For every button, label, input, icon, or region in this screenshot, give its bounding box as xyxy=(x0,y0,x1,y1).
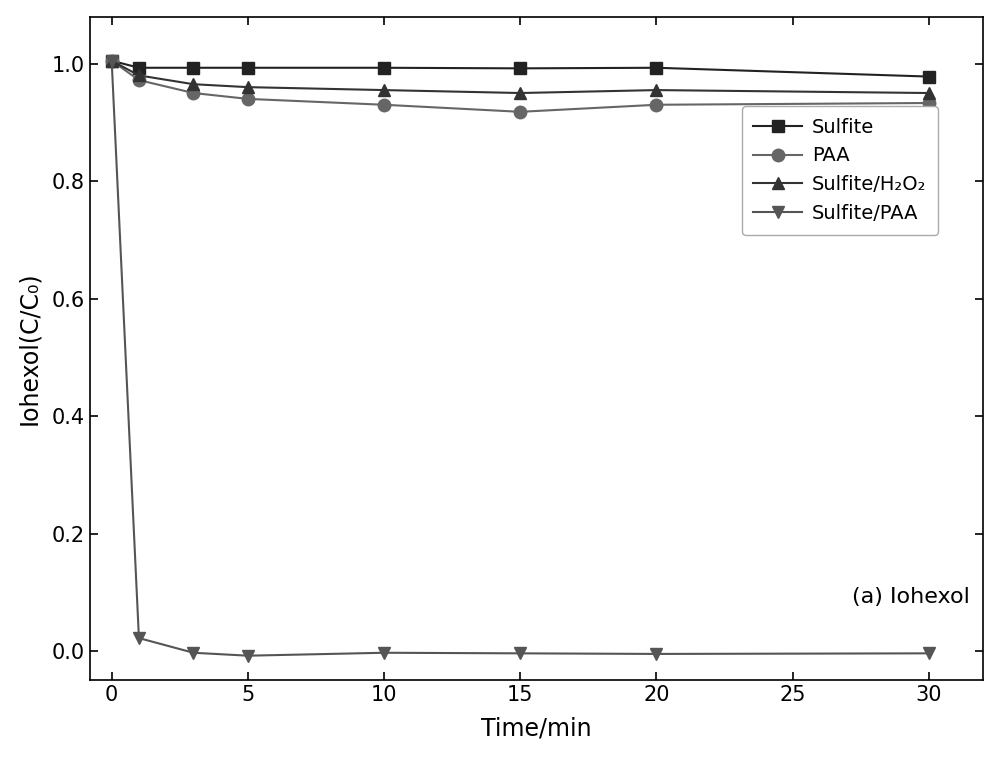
Sulfite/PAA xyxy=(133,634,145,643)
Sulfite xyxy=(923,72,935,81)
Sulfite/H₂O₂ xyxy=(923,89,935,98)
Sulfite/H₂O₂ xyxy=(106,56,118,65)
PAA xyxy=(187,89,199,98)
Sulfite/PAA xyxy=(514,649,526,658)
Sulfite xyxy=(133,64,145,73)
Sulfite/H₂O₂ xyxy=(650,86,662,95)
Sulfite xyxy=(650,64,662,73)
Legend: Sulfite, PAA, Sulfite/H₂O₂, Sulfite/PAA: Sulfite, PAA, Sulfite/H₂O₂, Sulfite/PAA xyxy=(742,106,938,235)
Sulfite xyxy=(242,64,254,73)
PAA xyxy=(133,76,145,85)
Line: PAA: PAA xyxy=(105,55,935,118)
PAA xyxy=(514,107,526,117)
Text: (a) Iohexol: (a) Iohexol xyxy=(852,587,970,607)
Sulfite/H₂O₂ xyxy=(242,83,254,92)
Line: Sulfite/PAA: Sulfite/PAA xyxy=(105,55,935,662)
Sulfite xyxy=(106,56,118,65)
PAA xyxy=(106,56,118,65)
Sulfite/PAA xyxy=(923,649,935,658)
Y-axis label: Iohexol(C/C₀): Iohexol(C/C₀) xyxy=(17,272,41,425)
Sulfite/PAA xyxy=(187,648,199,657)
Line: Sulfite: Sulfite xyxy=(105,55,935,83)
Sulfite/PAA xyxy=(650,650,662,659)
PAA xyxy=(242,95,254,104)
Sulfite xyxy=(514,64,526,73)
Sulfite xyxy=(187,64,199,73)
PAA xyxy=(650,100,662,109)
X-axis label: Time/min: Time/min xyxy=(481,716,592,740)
Sulfite/H₂O₂ xyxy=(187,79,199,89)
Sulfite/H₂O₂ xyxy=(514,89,526,98)
Sulfite/H₂O₂ xyxy=(133,71,145,80)
PAA xyxy=(923,98,935,107)
Sulfite/PAA xyxy=(242,651,254,660)
Sulfite xyxy=(378,64,390,73)
PAA xyxy=(378,100,390,109)
Sulfite/H₂O₂ xyxy=(378,86,390,95)
Line: Sulfite/H₂O₂: Sulfite/H₂O₂ xyxy=(105,55,935,99)
Sulfite/PAA xyxy=(378,648,390,657)
Sulfite/PAA xyxy=(106,56,118,65)
